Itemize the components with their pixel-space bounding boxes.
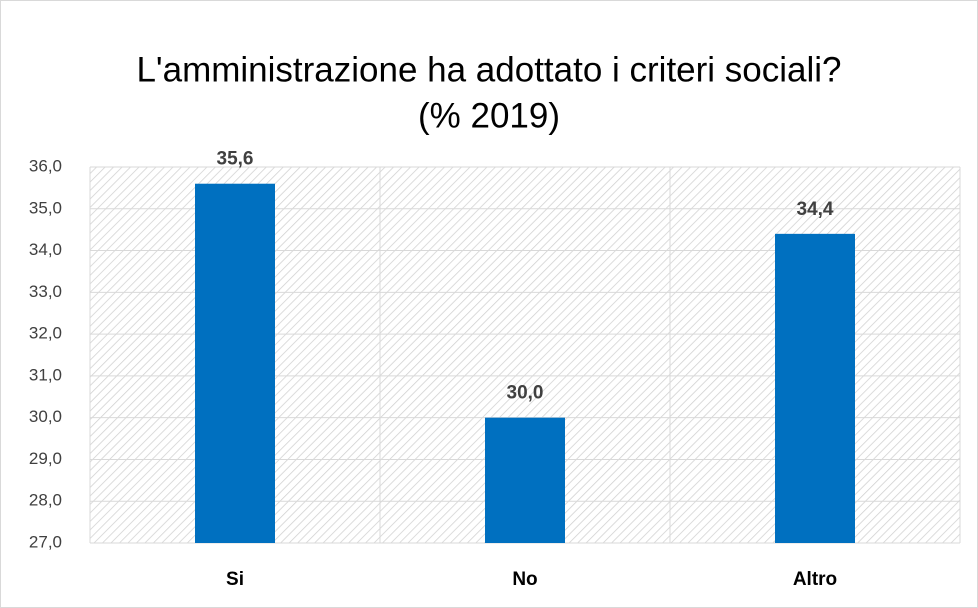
y-tick-label: 30,0 — [29, 407, 62, 426]
y-tick-label: 29,0 — [29, 449, 62, 468]
data-label: 34,4 — [797, 199, 834, 220]
y-tick-label: 35,0 — [29, 198, 62, 217]
y-tick-label: 33,0 — [29, 282, 62, 301]
x-tick-label: No — [512, 569, 537, 590]
data-label: 35,6 — [217, 149, 254, 170]
x-tick-label: Altro — [793, 569, 837, 590]
y-tick-label: 28,0 — [29, 491, 62, 510]
y-tick-label: 34,0 — [29, 240, 62, 259]
bar — [775, 233, 855, 543]
y-tick-label: 36,0 — [29, 156, 62, 175]
y-tick-label: 27,0 — [29, 532, 62, 551]
chart-title: L'amministrazione ha adottato i criteri … — [136, 50, 841, 89]
x-tick-label: Si — [226, 569, 244, 590]
y-tick-label: 32,0 — [29, 324, 62, 343]
chart-subtitle: (% 2019) — [418, 96, 560, 135]
bar — [195, 183, 275, 543]
data-label: 30,0 — [507, 383, 544, 404]
bar — [485, 417, 565, 543]
y-tick-label: 31,0 — [29, 365, 62, 384]
